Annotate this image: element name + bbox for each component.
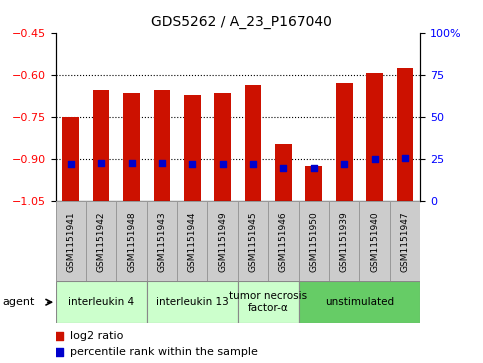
Point xyxy=(56,333,63,339)
Bar xyxy=(298,201,329,281)
Text: GSM1151946: GSM1151946 xyxy=(279,211,288,272)
Bar xyxy=(184,95,200,201)
Bar xyxy=(147,201,177,281)
Bar xyxy=(397,68,413,201)
Text: GDS5262 / A_23_P167040: GDS5262 / A_23_P167040 xyxy=(151,15,332,29)
Bar xyxy=(214,93,231,201)
Text: agent: agent xyxy=(2,297,35,307)
Text: GSM1151944: GSM1151944 xyxy=(188,211,197,272)
Text: GSM1151945: GSM1151945 xyxy=(249,211,257,272)
Bar xyxy=(62,117,79,201)
Bar xyxy=(116,201,147,281)
Bar xyxy=(390,201,420,281)
Point xyxy=(56,349,63,355)
Text: percentile rank within the sample: percentile rank within the sample xyxy=(70,347,258,357)
Point xyxy=(341,162,348,167)
Point xyxy=(401,155,409,160)
Bar xyxy=(275,144,292,201)
Text: GSM1151948: GSM1151948 xyxy=(127,211,136,272)
Bar xyxy=(336,83,353,201)
Text: interleukin 4: interleukin 4 xyxy=(68,297,134,307)
Bar xyxy=(298,281,420,323)
Point xyxy=(188,162,196,167)
Bar xyxy=(86,201,116,281)
Text: GSM1151939: GSM1151939 xyxy=(340,211,349,272)
Bar xyxy=(366,73,383,201)
Bar xyxy=(147,281,238,323)
Point xyxy=(310,165,318,171)
Text: GSM1151947: GSM1151947 xyxy=(400,211,410,272)
Point xyxy=(371,156,379,162)
Bar xyxy=(93,90,110,201)
Bar xyxy=(268,201,298,281)
Text: GSM1151942: GSM1151942 xyxy=(97,211,106,272)
Point xyxy=(97,160,105,166)
Bar xyxy=(238,281,298,323)
Bar xyxy=(56,201,86,281)
Text: GSM1151941: GSM1151941 xyxy=(66,211,75,272)
Text: GSM1151949: GSM1151949 xyxy=(218,211,227,272)
Bar xyxy=(329,201,359,281)
Bar xyxy=(305,166,322,201)
Point xyxy=(280,165,287,171)
Bar xyxy=(208,201,238,281)
Point xyxy=(67,162,74,167)
Bar xyxy=(245,85,261,201)
Text: tumor necrosis
factor-α: tumor necrosis factor-α xyxy=(229,291,307,313)
Bar xyxy=(177,201,208,281)
Bar xyxy=(123,93,140,201)
Bar xyxy=(56,281,147,323)
Point xyxy=(158,160,166,166)
Point xyxy=(249,162,257,167)
Text: GSM1151950: GSM1151950 xyxy=(309,211,318,272)
Text: unstimulated: unstimulated xyxy=(325,297,394,307)
Bar xyxy=(359,201,390,281)
Point xyxy=(219,162,227,167)
Text: GSM1151940: GSM1151940 xyxy=(370,211,379,272)
Point xyxy=(128,160,135,166)
Text: GSM1151943: GSM1151943 xyxy=(157,211,167,272)
Bar xyxy=(238,201,268,281)
Text: interleukin 13: interleukin 13 xyxy=(156,297,228,307)
Text: log2 ratio: log2 ratio xyxy=(70,331,124,341)
Bar xyxy=(154,90,170,201)
